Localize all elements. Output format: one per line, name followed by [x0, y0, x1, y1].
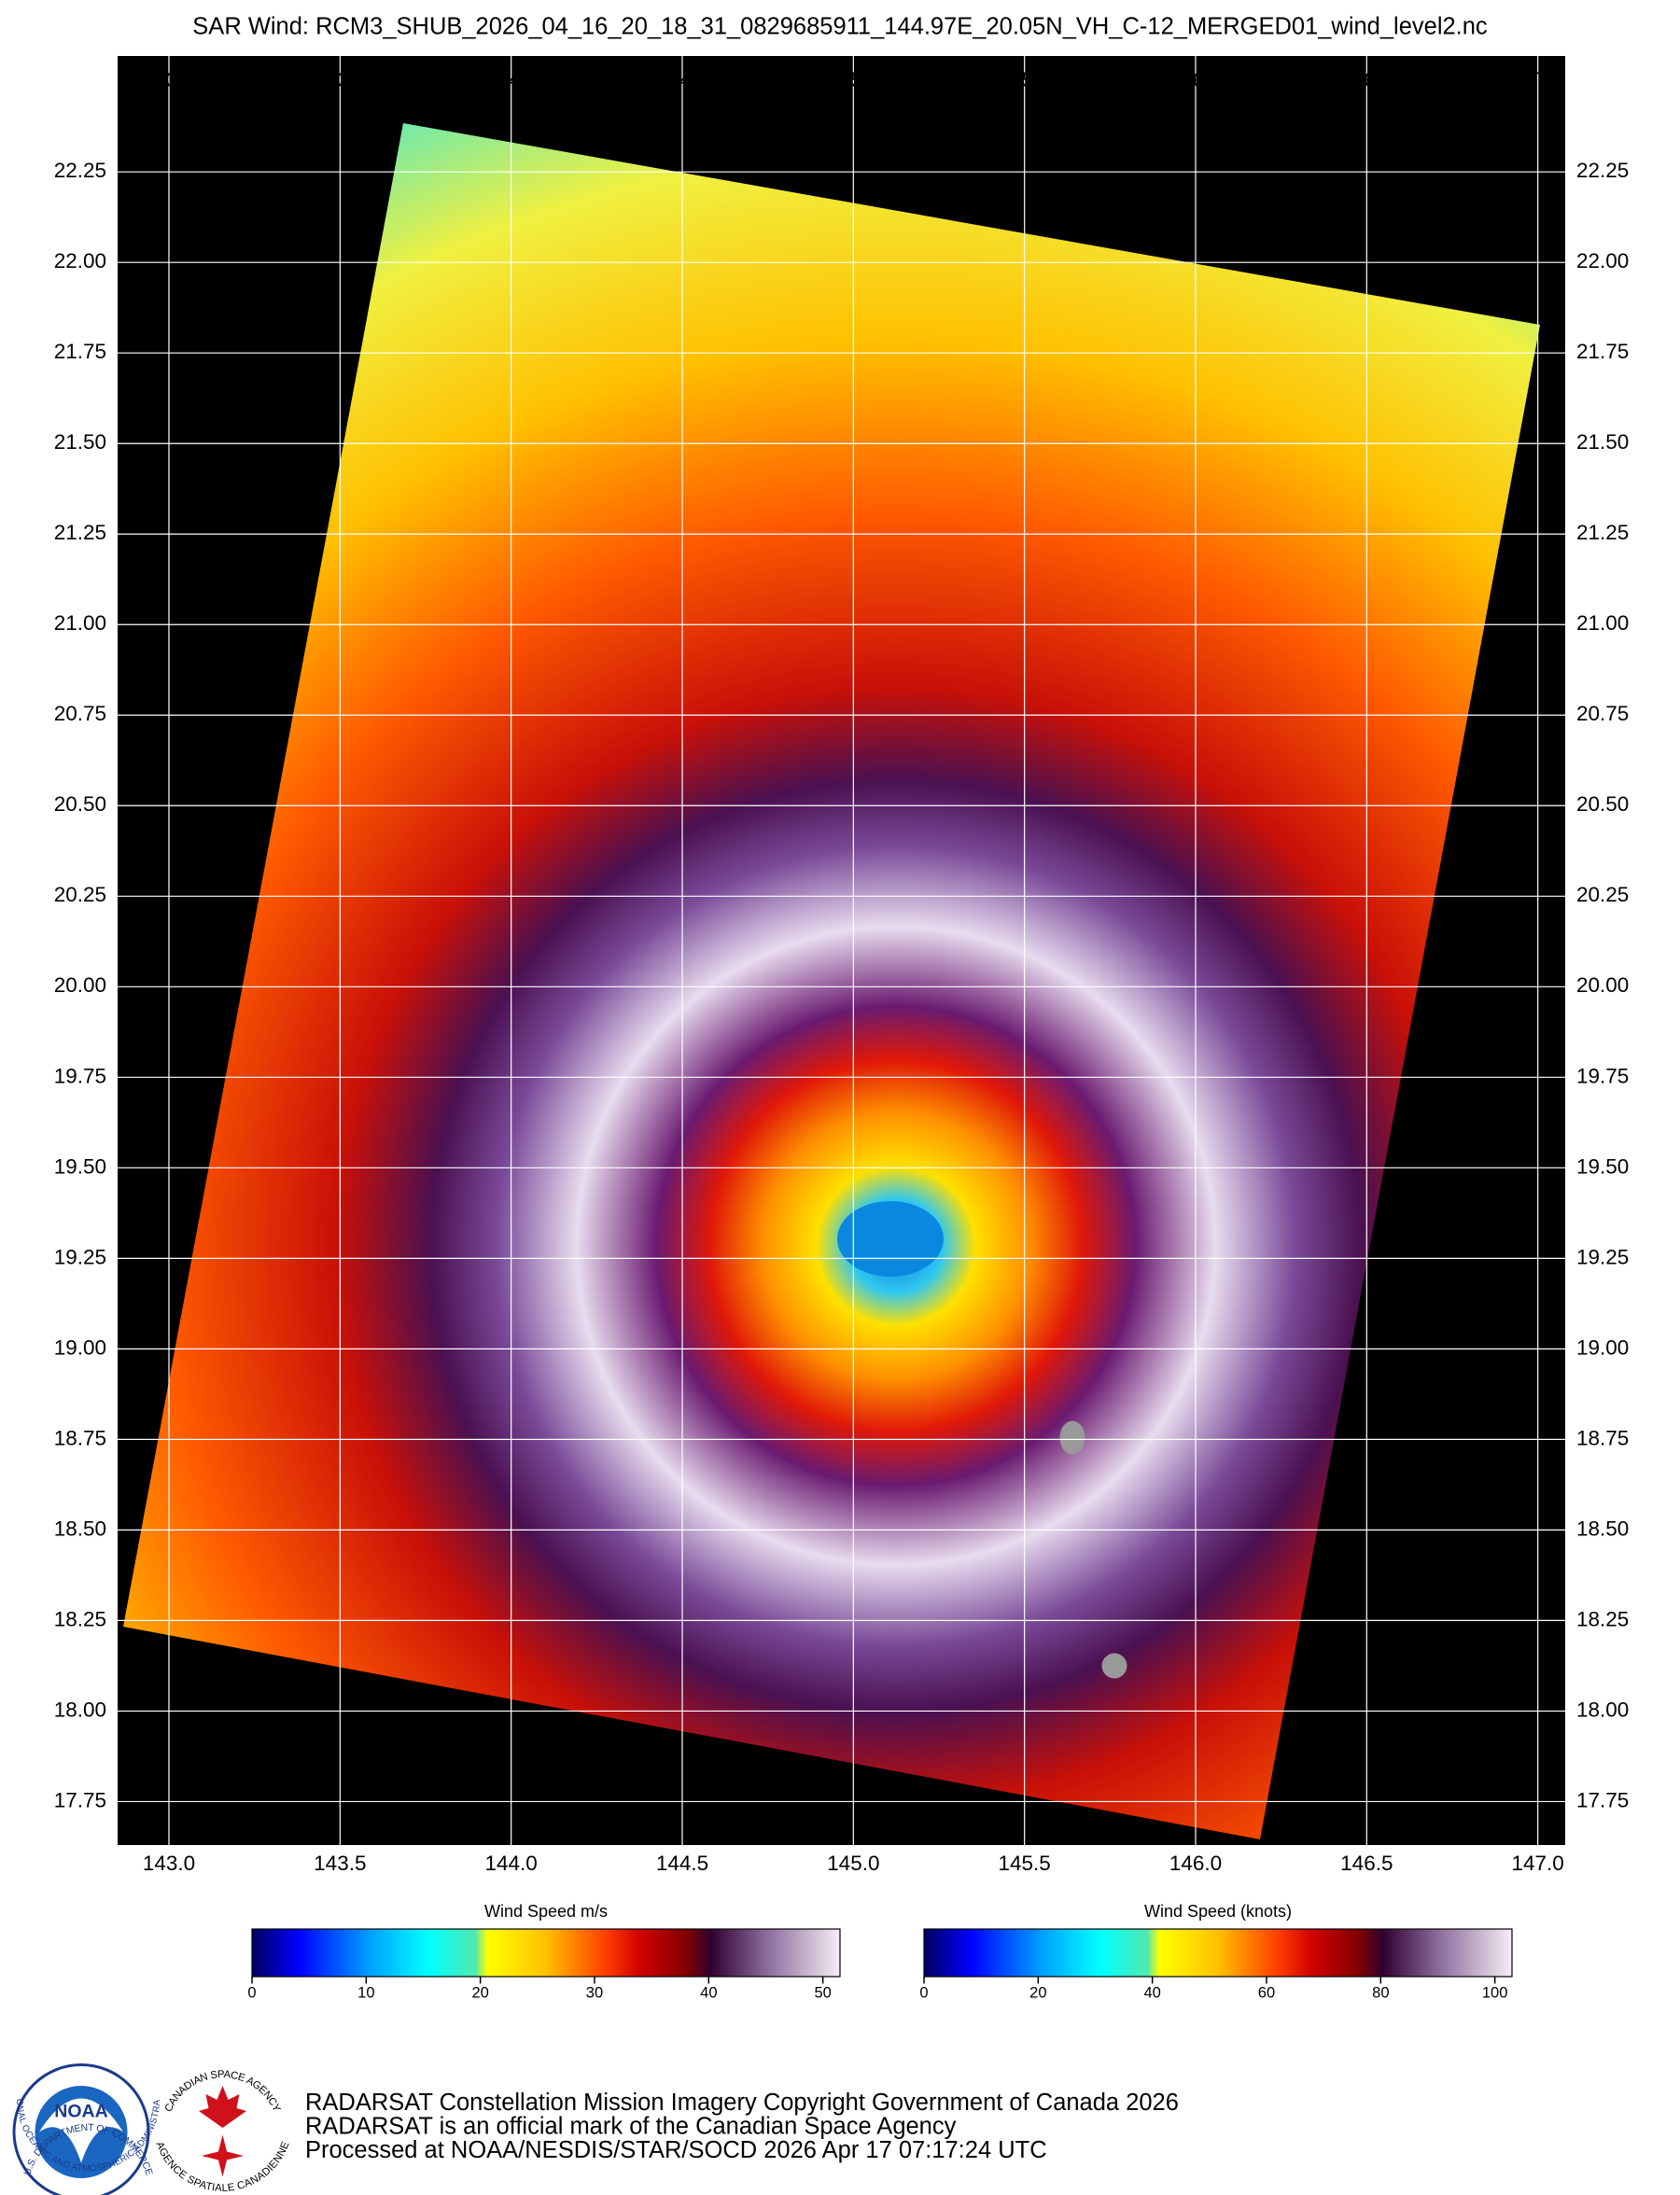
lat-tick-label: 21.75: [1576, 340, 1629, 363]
lat-tick-label: 17.75: [1576, 1788, 1629, 1811]
colorbar-tick-label: 0: [247, 1984, 256, 2001]
csa-leaf: [199, 2086, 246, 2128]
lat-tick-label: 18.25: [54, 1607, 106, 1630]
sar-swath: [123, 123, 1540, 1839]
lon-tick-label: 143.0: [143, 68, 195, 91]
title: SAR Wind: RCM3_SHUB_2026_04_16_20_18_31_…: [192, 14, 1488, 40]
colorbars: Wind Speed m/s 0 10 20 30 40 50 Wind Speed (kno…: [247, 1902, 1513, 2001]
lat-tick-label: 19.00: [1576, 1335, 1629, 1359]
lat-tick-label: 22.25: [1576, 159, 1629, 182]
lat-tick-label: 18.00: [54, 1698, 106, 1721]
lat-tick-label: 20.00: [54, 973, 106, 997]
island: [1101, 1653, 1127, 1679]
footer: RADARSAT Constellation Mission Imagery C…: [305, 2090, 1179, 2163]
lat-tick-label: 21.25: [1576, 521, 1629, 544]
lon-tick-label: 146.0: [1169, 1852, 1222, 1875]
lat-tick-label: 22.00: [1576, 249, 1629, 273]
colorbar-label: Wind Speed (knots): [1144, 1902, 1292, 1921]
colorbar: [923, 1928, 1513, 1978]
colorbar-tick-label: 20: [1029, 1984, 1046, 2001]
lat-tick-label: 17.75: [54, 1788, 106, 1811]
colorbar-tick-label: 10: [357, 1984, 374, 2001]
lat-tick-label: 19.50: [1576, 1154, 1629, 1178]
lat-tick-label: 20.25: [54, 883, 106, 906]
colorbar-tick-label: 30: [586, 1984, 603, 2001]
lat-tick-label: 18.75: [54, 1426, 106, 1449]
noaa-bird: [39, 2098, 123, 2163]
lon-tick-label: 143.5: [314, 1852, 366, 1875]
lon-tick-label: 144.0: [485, 68, 538, 91]
lat-tick-label: 20.00: [1576, 973, 1629, 997]
lon-tick-label: 143.5: [314, 68, 366, 91]
lat-tick-label: 18.50: [1576, 1517, 1629, 1540]
lat-tick-label: 18.00: [1576, 1698, 1629, 1721]
lon-tick-label: 145.0: [827, 68, 879, 91]
footer-line: RADARSAT Constellation Mission Imagery C…: [305, 2090, 1179, 2116]
lat-tick-label: 18.75: [1576, 1426, 1629, 1449]
lon-tick-label: 145.5: [999, 68, 1051, 91]
lat-tick-label: 19.75: [54, 1064, 106, 1087]
lat-tick-label: 19.25: [1576, 1245, 1629, 1268]
lat-tick-label: 20.50: [54, 792, 106, 816]
lat-tick-label: 19.75: [1576, 1064, 1629, 1087]
colorbar-tick-label: 0: [919, 1984, 928, 2001]
lat-tick-label: 21.00: [54, 611, 106, 635]
lat-tick-label: 21.25: [54, 521, 106, 544]
lat-tick-label: 22.00: [54, 249, 106, 273]
colorbar-tick-label: 40: [700, 1984, 717, 2001]
lon-tick-label: 146.5: [1340, 1852, 1393, 1875]
noaa-text: NOAA: [54, 2102, 107, 2122]
lat-tick-label: 19.00: [54, 1335, 106, 1359]
lon-tick-label: 145.5: [999, 1852, 1051, 1875]
colorbar-tick-label: 40: [1143, 1984, 1160, 2001]
lat-tick-label: 20.75: [1576, 702, 1629, 725]
lat-tick-label: 20.25: [1576, 883, 1629, 906]
lat-tick-label: 21.00: [1576, 611, 1629, 635]
lat-tick-label: 18.25: [1576, 1607, 1629, 1630]
lon-tick-label: 145.0: [827, 1852, 879, 1875]
lon-tick-label: 144.5: [656, 1852, 708, 1875]
colorbar-tick-label: 20: [471, 1984, 488, 2001]
lon-tick-label: 144.0: [485, 1852, 538, 1875]
colorbar: [251, 1928, 841, 1978]
lat-tick-label: 19.25: [54, 1245, 106, 1268]
colorbar-tick-label: 50: [814, 1984, 831, 2001]
colorbar-label: Wind Speed m/s: [484, 1902, 608, 1921]
lon-tick-label: 147.0: [1512, 1852, 1564, 1875]
lat-tick-label: 18.50: [54, 1517, 106, 1540]
lat-tick-label: 22.25: [54, 159, 106, 182]
colorbar-tick-label: 100: [1482, 1984, 1508, 2001]
footer-line: Processed at NOAA/NESDIS/STAR/SOCD 2026 …: [305, 2137, 1047, 2163]
lon-tick-label: 143.0: [143, 1852, 195, 1875]
colorbar-tick-label: 60: [1258, 1984, 1275, 2001]
lon-tick-label: 144.5: [656, 68, 708, 91]
lat-tick-label: 20.50: [1576, 792, 1629, 816]
island: [1059, 1420, 1085, 1455]
lat-tick-label: 20.75: [54, 702, 106, 725]
lat-tick-label: 21.50: [1576, 430, 1629, 454]
lon-tick-label: 146.0: [1169, 68, 1222, 91]
footer-line: RADARSAT is an official mark of the Cana…: [305, 2114, 957, 2140]
map-plot: [118, 56, 1565, 1845]
lat-tick-label: 21.50: [54, 430, 106, 454]
lat-tick-label: 19.50: [54, 1154, 106, 1178]
lat-tick-label: 21.75: [54, 340, 106, 363]
lon-tick-label: 146.5: [1340, 68, 1393, 91]
lon-tick-label: 147.0: [1512, 68, 1564, 91]
colorbar-tick-label: 80: [1372, 1984, 1389, 2001]
csa-star: [202, 2134, 244, 2177]
